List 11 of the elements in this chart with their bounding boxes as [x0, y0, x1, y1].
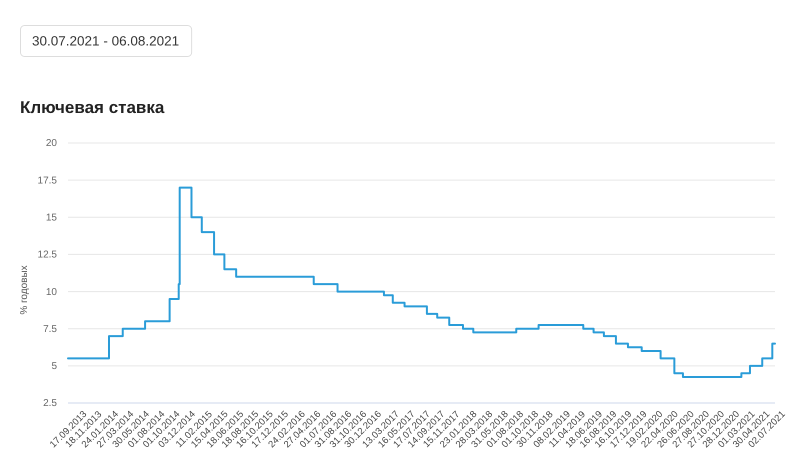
y-tick-label: 17.5 — [38, 175, 58, 186]
y-tick-label: 7.5 — [43, 324, 58, 335]
y-axis-title: % годовых — [19, 265, 30, 315]
y-tick-label: 10 — [46, 286, 58, 298]
chart-title: Ключевая ставка — [20, 98, 165, 117]
y-tick-label: 15 — [46, 212, 58, 224]
date-range-field: 30.07.2021 - 06.08.2021 — [20, 25, 192, 57]
y-tick-label: 20 — [46, 138, 58, 150]
y-tick-label: 5 — [51, 361, 58, 372]
y-tick-label: 2.5 — [43, 398, 58, 410]
y-tick-label: 12.5 — [38, 250, 58, 261]
